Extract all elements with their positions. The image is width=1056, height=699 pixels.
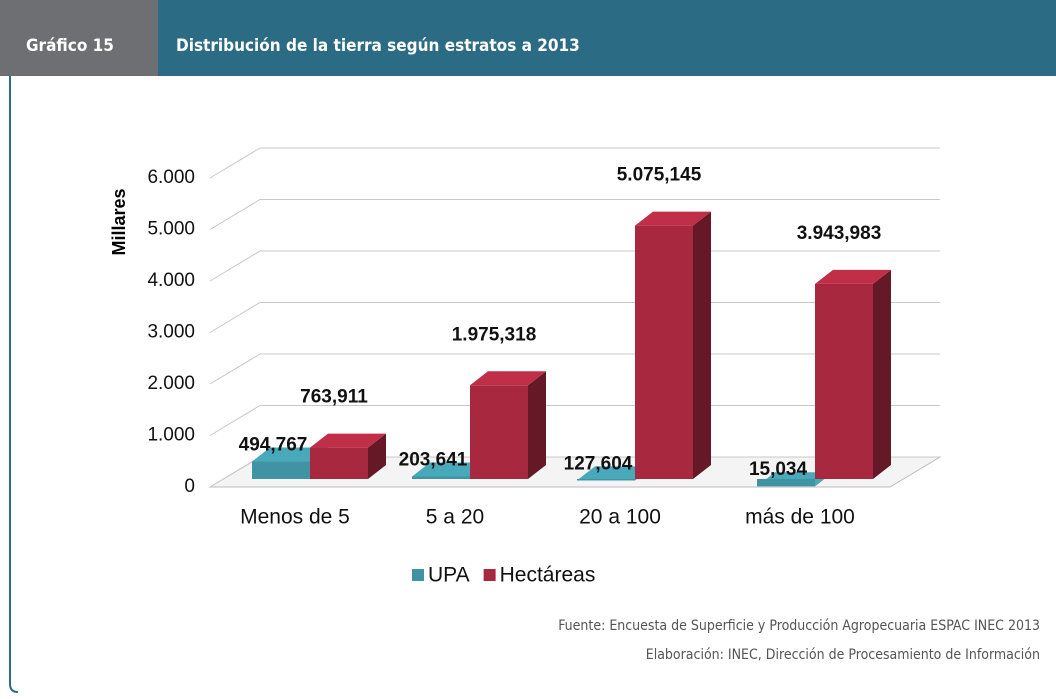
grid-line bbox=[209, 353, 940, 385]
chart-title: Distribución de la tierra según estratos… bbox=[176, 36, 580, 56]
y-tick-label: 0 bbox=[184, 476, 195, 497]
frame bbox=[9, 76, 19, 693]
x-tick-label: Menos de 5 bbox=[240, 506, 350, 529]
grid-line bbox=[209, 199, 940, 230]
data-label: 127,604 bbox=[564, 453, 633, 474]
credits: Elaboración: INEC, Dirección de Procesam… bbox=[646, 647, 1040, 663]
y-tick-label: 3.000 bbox=[147, 322, 195, 343]
bar bbox=[635, 211, 711, 479]
bar bbox=[470, 371, 546, 479]
x-tick-label: 5 a 20 bbox=[426, 506, 484, 529]
bar-top bbox=[412, 462, 488, 477]
grid-line bbox=[209, 405, 940, 436]
bar-front bbox=[577, 479, 635, 481]
x-tick-label: 20 a 100 bbox=[579, 506, 661, 529]
bar-front bbox=[470, 385, 528, 479]
data-label: 5.075,145 bbox=[617, 165, 702, 186]
data-label: 203,641 bbox=[399, 450, 468, 471]
bar-top bbox=[252, 447, 328, 462]
y-tick-label: 1.000 bbox=[147, 425, 195, 446]
bar-top bbox=[310, 433, 386, 448]
bar-side bbox=[528, 371, 546, 479]
data-label: 15,034 bbox=[749, 459, 808, 480]
y-tick-label: 5.000 bbox=[147, 219, 195, 240]
y-axis-label: Millares bbox=[109, 188, 129, 255]
legend-swatch bbox=[483, 569, 496, 581]
y-tick-label: 4.000 bbox=[147, 270, 195, 291]
bar-front bbox=[815, 283, 873, 479]
grid-line bbox=[209, 147, 940, 179]
bar bbox=[310, 433, 386, 479]
bar-top bbox=[815, 269, 891, 284]
data-label: 763,911 bbox=[300, 387, 368, 408]
bar-front bbox=[412, 476, 470, 479]
data-label: 494,767 bbox=[239, 435, 308, 456]
x-tick-label: más de 100 bbox=[745, 506, 855, 529]
grid-line bbox=[209, 302, 940, 333]
bar-side bbox=[368, 433, 386, 479]
bar-side bbox=[873, 269, 891, 479]
header-bar bbox=[0, 0, 1056, 76]
y-tick-label: 2.000 bbox=[147, 373, 195, 394]
chart-number: Gráfico 15 bbox=[26, 36, 114, 56]
source: Fuente: Encuesta de Superficie y Producc… bbox=[558, 618, 1040, 634]
legend-label: Hectáreas bbox=[500, 564, 596, 587]
bar-top bbox=[470, 371, 546, 386]
legend-swatch bbox=[412, 569, 424, 581]
bar-front bbox=[757, 479, 815, 487]
bar-front bbox=[252, 461, 310, 479]
header-number-box bbox=[0, 0, 158, 76]
bar-side bbox=[693, 211, 711, 479]
data-label: 1.975,318 bbox=[452, 324, 537, 345]
legend-label: UPA bbox=[428, 564, 470, 587]
data-label: 3.943,983 bbox=[797, 223, 882, 244]
bar-front bbox=[310, 447, 368, 479]
bar-top bbox=[635, 211, 711, 226]
bar-front bbox=[635, 225, 693, 479]
bar-top bbox=[577, 466, 653, 481]
grid-line bbox=[209, 250, 940, 282]
bar bbox=[815, 269, 891, 479]
y-tick-label: 6.000 bbox=[147, 167, 195, 188]
